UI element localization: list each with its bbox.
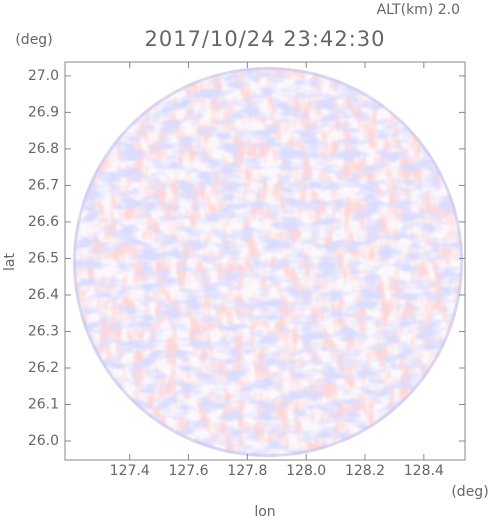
y-tick-label: 26.5 — [28, 250, 59, 266]
y-axis-label: lat — [2, 253, 18, 271]
radar-field — [73, 67, 463, 457]
y-tick-label: 26.9 — [28, 104, 59, 120]
y-tick-label: 27.0 — [28, 68, 59, 84]
y-unit: (deg) — [15, 32, 52, 48]
altitude-label: ALT(km) 2.0 — [377, 2, 460, 18]
plot-frame — [64, 61, 466, 461]
x-tick-label: 128.0 — [286, 463, 326, 479]
chart-title: 2017/10/24 23:42:30 — [144, 27, 385, 51]
y-tick-label: 26.2 — [28, 360, 59, 376]
x-tick-label: 127.8 — [227, 463, 267, 479]
y-tick-label: 26.1 — [28, 396, 59, 412]
x-unit: (deg) — [451, 484, 488, 500]
y-tick-label: 26.7 — [28, 177, 59, 193]
y-tick-label: 26.0 — [28, 433, 59, 449]
x-tick-label: 127.6 — [168, 463, 208, 479]
y-tick-label: 26.6 — [28, 214, 59, 230]
x-tick-label: 127.4 — [110, 463, 150, 479]
y-tick-label: 26.4 — [28, 287, 59, 303]
x-tick-label: 128.2 — [345, 463, 385, 479]
x-axis-label: lon — [254, 504, 275, 520]
x-tick-label: 128.4 — [404, 463, 444, 479]
y-tick-label: 26.3 — [28, 323, 59, 339]
y-tick-label: 26.8 — [28, 141, 59, 157]
